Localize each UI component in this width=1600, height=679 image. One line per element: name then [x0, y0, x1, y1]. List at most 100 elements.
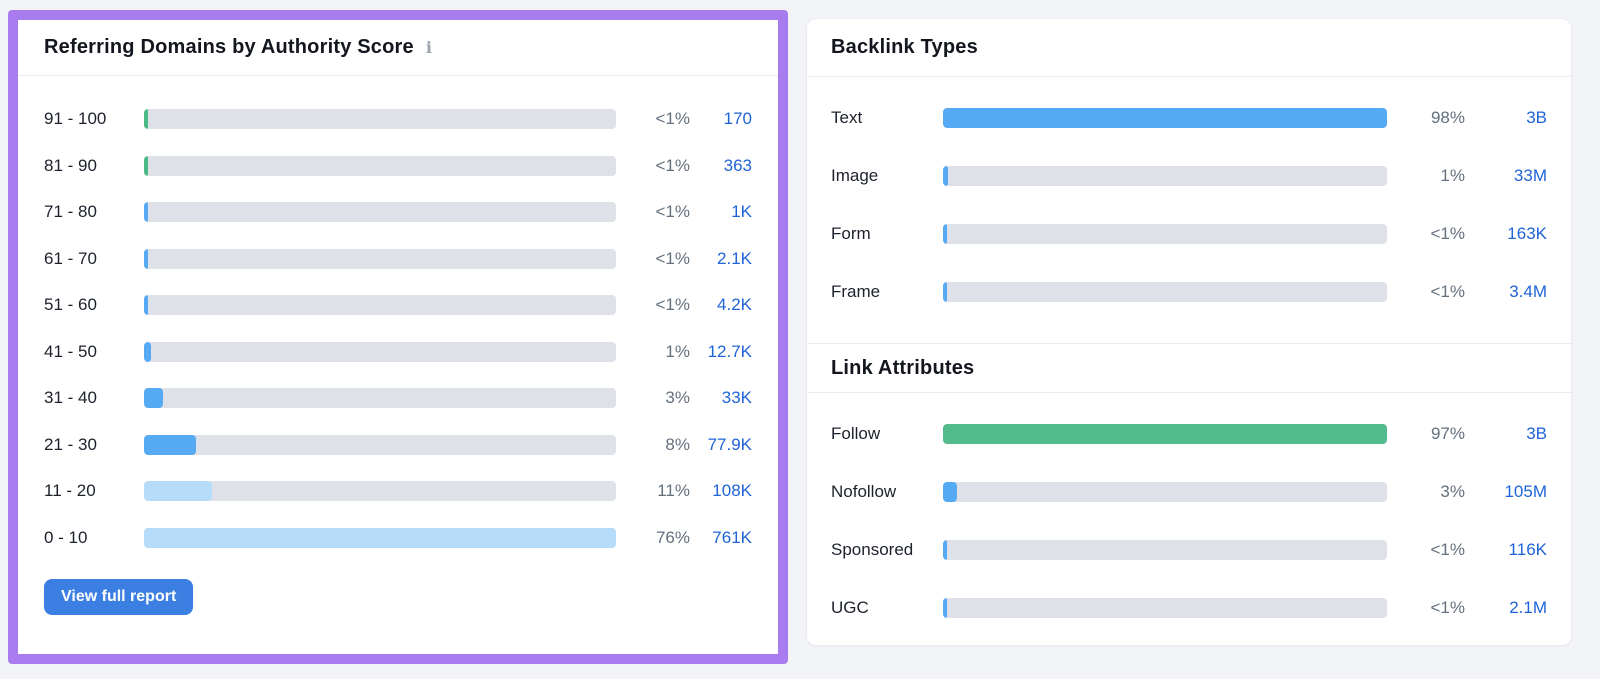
- bar-track: [144, 434, 616, 455]
- count-link[interactable]: 761K: [712, 527, 752, 547]
- bar-track: [943, 540, 1387, 560]
- view-full-report-button[interactable]: View full report: [44, 579, 194, 615]
- bar-track: [144, 388, 616, 409]
- bar-fill: [943, 224, 947, 244]
- count-link[interactable]: 12.7K: [707, 341, 752, 361]
- percent-value: <1%: [655, 109, 691, 129]
- count-link[interactable]: 1K: [731, 202, 752, 222]
- bar-fill: [144, 434, 196, 455]
- authority-row: 71 - 80 <1% 1K: [44, 189, 752, 236]
- panel-title: Referring Domains by Authority Score: [44, 36, 414, 58]
- percent-value: 3%: [1440, 482, 1465, 501]
- percent-value: <1%: [655, 155, 691, 175]
- link-attribute-row-label: UGC: [831, 598, 869, 617]
- referring-domains-header: Referring Domains by Authority Score i: [18, 20, 778, 76]
- authority-row-label: 61 - 70: [44, 248, 97, 268]
- bar-fill: [943, 108, 1387, 128]
- count-link[interactable]: 3B: [1526, 108, 1547, 127]
- link-attribute-row-label: Nofollow: [831, 482, 897, 501]
- count-link[interactable]: 363: [723, 155, 752, 175]
- bar-fill: [943, 424, 1387, 444]
- bar-track: [144, 295, 616, 316]
- authority-row-label: 0 - 10: [44, 527, 88, 547]
- link-attributes-title: Link Attributes: [831, 356, 975, 379]
- percent-value: 1%: [1440, 166, 1465, 185]
- authority-row: 81 - 90 <1% 363: [44, 143, 752, 190]
- bar-fill: [144, 202, 148, 223]
- count-link[interactable]: 33K: [721, 388, 752, 408]
- count-link[interactable]: 77.9K: [707, 434, 752, 454]
- authority-row-label: 41 - 50: [44, 341, 97, 361]
- link-attribute-row-label: Sponsored: [831, 540, 914, 559]
- bar-track: [943, 282, 1387, 302]
- authority-row: 0 - 10 76% 761K: [44, 515, 752, 562]
- bar-track: [144, 248, 616, 269]
- authority-row: 61 - 70 <1% 2.1K: [44, 236, 752, 283]
- link-attribute-row: UGC <1% 2.1M: [831, 579, 1547, 637]
- authority-row: 91 - 100 <1% 170: [44, 96, 752, 143]
- authority-row: 31 - 40 3% 33K: [44, 375, 752, 422]
- count-link[interactable]: 170: [723, 109, 752, 129]
- count-link[interactable]: 108K: [712, 481, 752, 501]
- bar-fill: [943, 282, 947, 302]
- backlink-type-row: Frame <1% 3.4M: [831, 263, 1547, 321]
- bar-fill: [144, 295, 149, 316]
- count-link[interactable]: 2.1M: [1509, 598, 1547, 617]
- link-attribute-row: Nofollow 3% 105M: [831, 463, 1547, 521]
- authority-row-label: 71 - 80: [44, 202, 97, 222]
- bar-fill: [943, 598, 947, 618]
- authority-row-label: 21 - 30: [44, 434, 97, 454]
- bar-fill: [144, 388, 163, 409]
- bar-track: [144, 109, 616, 130]
- authority-row-label: 91 - 100: [44, 109, 107, 129]
- percent-value: 98%: [1430, 108, 1465, 127]
- percent-value: 3%: [665, 388, 690, 408]
- authority-rows: 91 - 100 <1% 170 81 - 90 <1% 363 71 - 80 <1% 1K 6…: [18, 76, 778, 561]
- percent-value: 97%: [1430, 424, 1465, 443]
- count-link[interactable]: 116K: [1508, 540, 1547, 559]
- bar-track: [943, 166, 1387, 186]
- percent-value: 1%: [665, 341, 690, 361]
- backlink-type-row-label: Image: [831, 166, 879, 185]
- authority-row-label: 51 - 60: [44, 295, 97, 315]
- bar-fill: [144, 155, 148, 176]
- percent-value: <1%: [1430, 540, 1466, 559]
- link-attribute-row-label: Follow: [831, 424, 881, 443]
- count-link[interactable]: 3.4M: [1509, 282, 1547, 301]
- percent-value: <1%: [1430, 224, 1466, 243]
- authority-row: 21 - 30 8% 77.9K: [44, 422, 752, 469]
- authority-row-label: 11 - 20: [44, 481, 96, 501]
- referring-domains-panel: Referring Domains by Authority Score i 9…: [18, 20, 778, 615]
- percent-value: 11%: [657, 481, 690, 501]
- bar-track: [943, 108, 1387, 128]
- count-link[interactable]: 3B: [1526, 424, 1547, 443]
- count-link[interactable]: 4.2K: [717, 295, 752, 315]
- authority-row: 51 - 60 <1% 4.2K: [44, 282, 752, 329]
- count-link[interactable]: 2.1K: [717, 248, 752, 268]
- backlink-types-title: Backlink Types: [831, 36, 978, 58]
- backlink-card: Backlink Types Text 98% 3B Image 1% 33M Form <1…: [806, 18, 1572, 646]
- count-link[interactable]: 33M: [1513, 166, 1547, 185]
- bar-track: [144, 341, 616, 362]
- authority-row-label: 31 - 40: [44, 388, 97, 408]
- bar-fill: [943, 166, 949, 186]
- bar-track: [943, 482, 1387, 502]
- bar-fill: [144, 341, 152, 362]
- bar-fill: [943, 540, 947, 560]
- info-icon[interactable]: i: [425, 37, 432, 57]
- percent-value: 8%: [665, 434, 690, 454]
- backlink-type-row-label: Frame: [831, 282, 881, 301]
- backlink-type-row: Text 98% 3B: [831, 89, 1547, 147]
- count-link[interactable]: 163K: [1507, 224, 1547, 243]
- bar-track: [943, 598, 1387, 618]
- bar-fill: [144, 527, 616, 548]
- backlink-type-row: Image 1% 33M: [831, 147, 1547, 205]
- bar-track: [144, 527, 616, 548]
- percent-value: 76%: [655, 527, 690, 547]
- backlink-types-rows: Text 98% 3B Image 1% 33M Form <1% 163K Frame <1% 3.…: [807, 77, 1571, 343]
- percent-value: <1%: [655, 295, 691, 315]
- backlink-types-header: Backlink Types: [807, 19, 1571, 77]
- count-link[interactable]: 105M: [1504, 482, 1547, 501]
- bar-track: [144, 155, 616, 176]
- bar-track: [144, 481, 616, 502]
